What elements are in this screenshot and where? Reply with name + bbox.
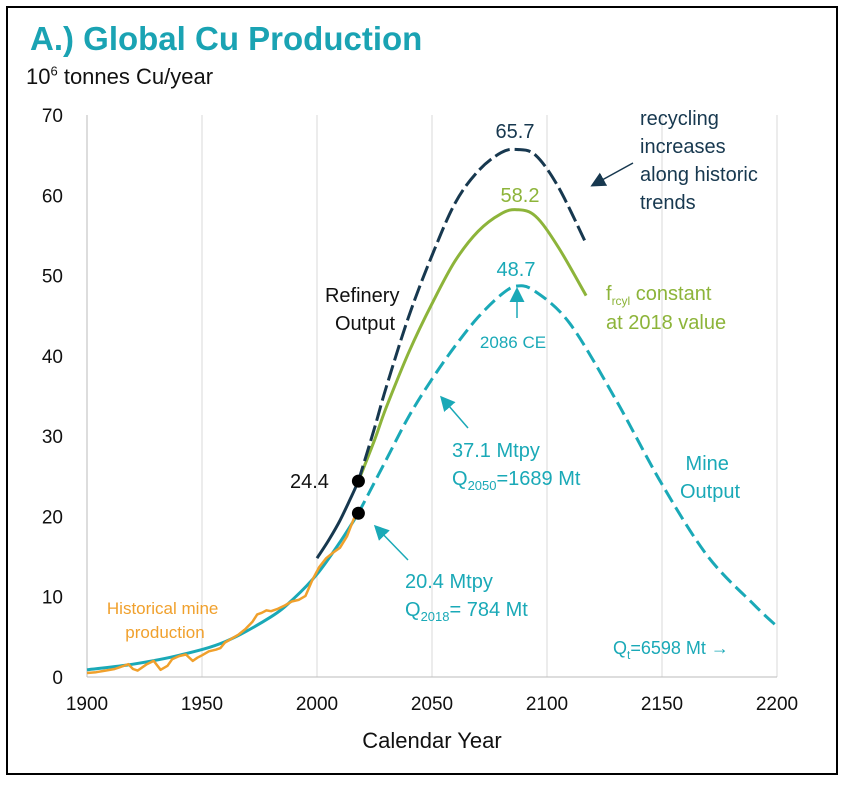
y-tick-label-10: 10: [42, 588, 63, 609]
x-tick-label-2100: 2100: [526, 694, 568, 715]
peak-label-refinery: 65.7: [496, 121, 535, 143]
x-tick-label-2000: 2000: [296, 694, 338, 715]
x-axis-label: Calendar Year: [362, 728, 501, 753]
refinery-output-line2: Output: [335, 313, 395, 335]
historical-label-line2: production: [125, 623, 204, 642]
recycling-note-line2: increases: [640, 136, 726, 158]
q2050-rest: =1689 Mt: [496, 468, 580, 490]
data-point-0: [351, 474, 365, 488]
series-refinery-output-historical: [315, 480, 360, 560]
frecyl-note: frcyl constant: [606, 283, 712, 308]
frecyl-sub: rcyl: [612, 294, 631, 308]
figure-frame: [6, 6, 838, 775]
qt-rest: =6598 Mt →: [630, 638, 729, 658]
series-refinery-output-projection: [356, 147, 588, 482]
data-points: [351, 474, 365, 520]
recycling-note-line4: trends: [640, 192, 696, 214]
q2018-q: Q: [405, 599, 421, 621]
peak-year-label: 2086 CE: [480, 333, 546, 352]
q2018-rest: = 784 Mt: [449, 599, 528, 621]
qt-q: Q: [613, 638, 627, 658]
qt-label: Qt=6598 Mt →: [613, 638, 729, 662]
q2050-label: Q2050=1689 Mt: [452, 468, 581, 493]
x-tick-label-2150: 2150: [641, 694, 683, 715]
frecyl-note-line2: at 2018 value: [606, 312, 726, 334]
q2050-sub: 2050: [468, 478, 497, 493]
peak-label-frecyl: 58.2: [501, 185, 540, 207]
recycling-arrow: [590, 162, 634, 187]
mtpy-2050-label: 37.1 Mtpy: [452, 440, 540, 462]
y-tick-label-60: 60: [42, 186, 63, 207]
point-label-24-4: 24.4: [290, 471, 329, 493]
frecyl-rest: constant: [630, 283, 712, 305]
q2018-sub: 2018: [421, 609, 450, 624]
axes: [86, 115, 777, 678]
q2018-label: Q2018= 784 Mt: [405, 599, 528, 624]
y-tick-label-40: 40: [42, 347, 63, 368]
chart-title: A.) Global Cu Production: [30, 20, 423, 57]
y-tick-label-0: 0: [52, 668, 63, 689]
series-lines: [86, 147, 779, 675]
recycling-note-line3: along historic: [640, 164, 758, 186]
refinery-output-line1: Refinery: [325, 285, 399, 307]
historical-label: Historical mine production: [107, 599, 223, 642]
peak-label-mine: 48.7: [497, 259, 536, 281]
tick-labels: 1900 1950 2000 2050 2100 2150 2200 0 10 20 30 40 50 6…: [42, 106, 798, 715]
x-tick-label-2050: 2050: [411, 694, 453, 715]
mtpy-2018-label: 20.4 Mtpy: [405, 571, 493, 593]
y-tick-label-50: 50: [42, 267, 63, 288]
y-unit-base: 10: [26, 64, 51, 89]
x-tick-label-1900: 1900: [66, 694, 108, 715]
y-tick-label-70: 70: [42, 106, 63, 127]
mine-output-line2: Output: [680, 481, 740, 503]
y-tick-label-20: 20: [42, 507, 63, 528]
x-tick-label-1950: 1950: [181, 694, 223, 715]
refinery-output-label: Refinery Output: [325, 285, 405, 335]
y-axis-unit-label: 106 tonnes Cu/year: [26, 64, 213, 90]
series-frecyl-constant: [357, 208, 588, 482]
q2050-q: Q: [452, 468, 468, 490]
mine-output-label: Mine Output: [680, 453, 740, 503]
series-mine-output-projection: [357, 284, 779, 628]
series-historical-mine-production: [86, 512, 360, 675]
y-unit-exponent: 6: [50, 63, 58, 79]
x-tick-label-2200: 2200: [756, 694, 798, 715]
y-tick-label-30: 30: [42, 427, 63, 448]
qt-sub: t: [627, 648, 631, 662]
historical-label-line1: Historical mine: [107, 599, 218, 618]
mtpy-2050-arrow: [440, 395, 469, 429]
recycling-note: recycling increases along historic trend…: [640, 108, 763, 214]
grid-lines: [201, 115, 778, 677]
y-unit-rest: tonnes Cu/year: [57, 64, 214, 89]
mine-output-line1: Mine: [686, 453, 729, 475]
mtpy-2018-arrow: [373, 524, 409, 561]
frecyl-f: f: [606, 283, 612, 305]
data-point-1: [351, 506, 365, 520]
recycling-note-line1: recycling: [640, 108, 719, 130]
